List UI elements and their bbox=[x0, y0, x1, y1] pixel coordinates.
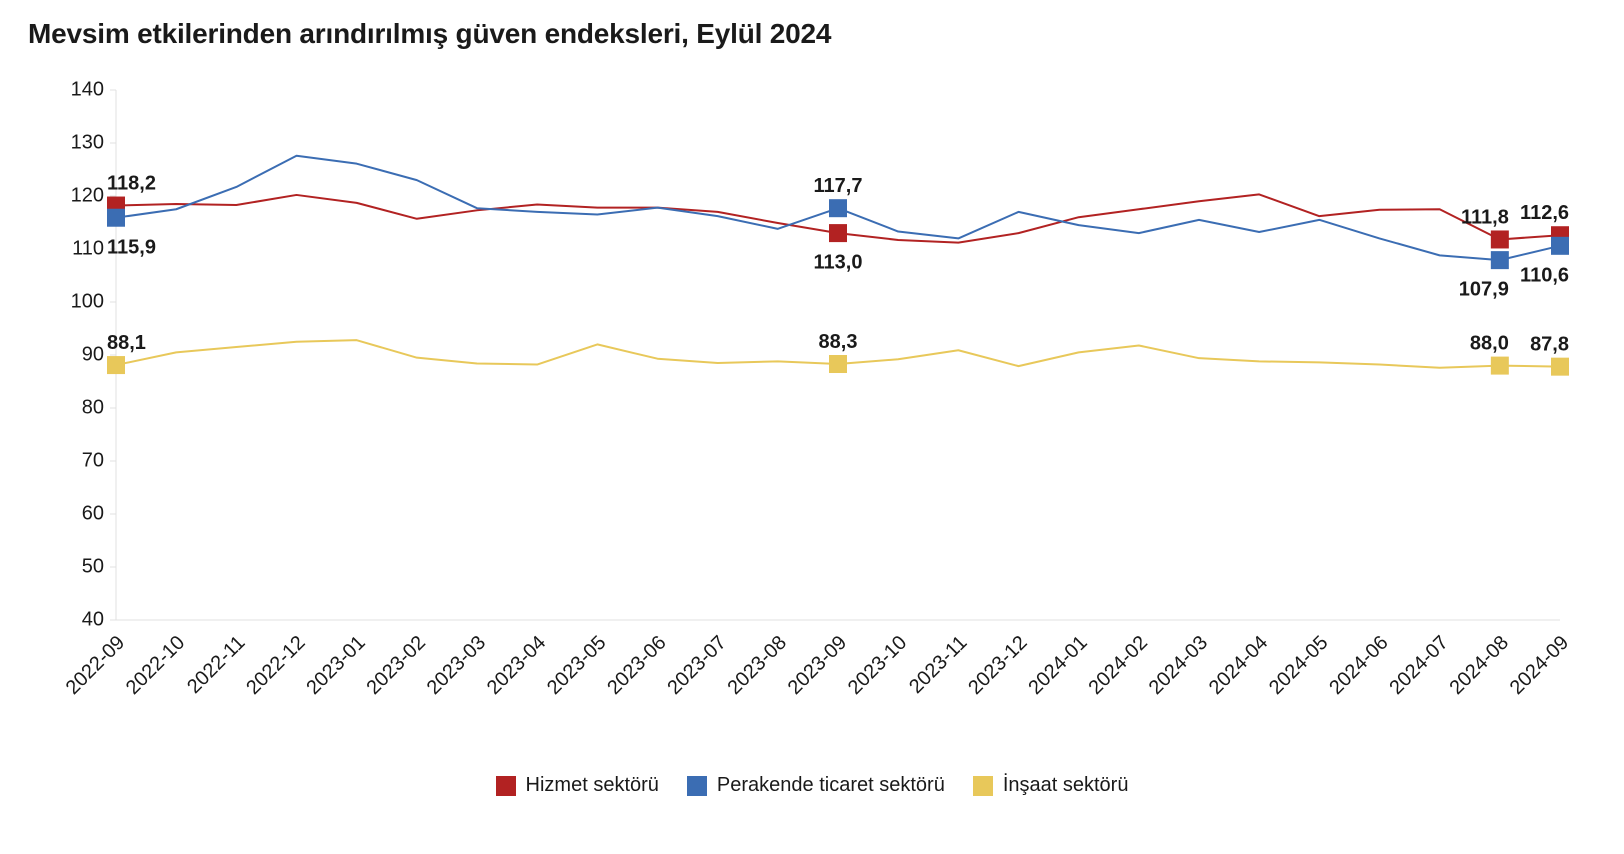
x-tick-label: 2024-08 bbox=[1446, 632, 1513, 699]
legend-item: Hizmet sektörü bbox=[496, 774, 659, 797]
x-tick-label: 2023-11 bbox=[905, 632, 971, 698]
legend-swatch bbox=[973, 776, 993, 796]
value-annotation: 112,6 bbox=[1520, 202, 1569, 224]
value-annotation: 111,8 bbox=[1461, 206, 1509, 228]
y-tick-label: 110 bbox=[72, 237, 104, 259]
x-tick-label: 2022-11 bbox=[183, 632, 249, 698]
legend-item: Perakende ticaret sektörü bbox=[687, 774, 945, 797]
y-tick-label: 100 bbox=[71, 290, 104, 312]
value-annotation: 110,6 bbox=[1520, 264, 1569, 286]
legend-label: Perakende ticaret sektörü bbox=[717, 774, 945, 797]
x-tick-label: 2024-06 bbox=[1325, 632, 1392, 699]
x-tick-label: 2023-07 bbox=[663, 632, 730, 699]
legend-label: İnşaat sektörü bbox=[1003, 774, 1129, 797]
y-tick-label: 140 bbox=[71, 78, 104, 100]
x-tick-label: 2024-07 bbox=[1385, 632, 1452, 699]
x-tick-label: 2024-01 bbox=[1024, 632, 1091, 699]
confidence-line-chart: 4050607080901001101201301402022-092022-1… bbox=[28, 50, 1596, 770]
y-tick-label: 40 bbox=[82, 608, 104, 630]
value-annotation: 88,1 bbox=[107, 332, 146, 354]
x-tick-label: 2023-06 bbox=[603, 632, 670, 699]
y-tick-label: 50 bbox=[82, 555, 104, 577]
y-tick-label: 120 bbox=[71, 184, 104, 206]
x-tick-label: 2023-10 bbox=[844, 632, 911, 699]
x-tick-label: 2024-09 bbox=[1506, 632, 1573, 699]
chart-legend: Hizmet sektörü Perakende ticaret sektörü İ… bbox=[28, 774, 1596, 797]
x-tick-label: 2024-02 bbox=[1085, 632, 1152, 699]
x-tick-label: 2023-05 bbox=[543, 632, 610, 699]
x-tick-label: 2023-09 bbox=[784, 632, 851, 699]
series-marker-perakende bbox=[1551, 237, 1569, 255]
x-tick-label: 2022-12 bbox=[242, 632, 309, 699]
series-marker-insaat bbox=[107, 356, 125, 374]
x-tick-label: 2023-03 bbox=[423, 632, 490, 699]
value-annotation: 87,8 bbox=[1530, 334, 1569, 356]
value-annotation: 113,0 bbox=[814, 252, 863, 274]
x-tick-label: 2024-04 bbox=[1205, 632, 1272, 699]
series-marker-insaat bbox=[1551, 358, 1569, 376]
y-tick-label: 90 bbox=[82, 343, 104, 365]
y-tick-label: 130 bbox=[71, 131, 104, 153]
series-marker-insaat bbox=[1491, 357, 1509, 375]
value-annotation: 118,2 bbox=[107, 173, 156, 195]
x-tick-label: 2023-02 bbox=[363, 632, 430, 699]
legend-swatch bbox=[496, 776, 516, 796]
x-tick-label: 2024-03 bbox=[1145, 632, 1212, 699]
x-tick-label: 2024-05 bbox=[1265, 632, 1332, 699]
series-marker-hizmet bbox=[829, 224, 847, 242]
legend-swatch bbox=[687, 776, 707, 796]
series-marker-perakende bbox=[1491, 251, 1509, 269]
chart-title: Mevsim etkilerinden arındırılmış güven e… bbox=[28, 18, 1596, 50]
x-tick-label: 2023-08 bbox=[724, 632, 791, 699]
legend-item: İnşaat sektörü bbox=[973, 774, 1129, 797]
series-marker-insaat bbox=[829, 355, 847, 373]
x-tick-label: 2022-10 bbox=[122, 632, 189, 699]
x-tick-label: 2022-09 bbox=[62, 632, 129, 699]
y-tick-label: 80 bbox=[82, 396, 104, 418]
series-marker-perakende bbox=[107, 209, 125, 227]
value-annotation: 117,7 bbox=[814, 175, 863, 197]
value-annotation: 88,0 bbox=[1470, 333, 1509, 355]
y-tick-label: 70 bbox=[82, 449, 104, 471]
series-marker-hizmet bbox=[1491, 230, 1509, 248]
value-annotation: 88,3 bbox=[819, 331, 858, 353]
series-marker-perakende bbox=[829, 199, 847, 217]
y-tick-label: 60 bbox=[82, 502, 104, 524]
value-annotation: 107,9 bbox=[1459, 279, 1509, 301]
legend-label: Hizmet sektörü bbox=[526, 774, 659, 797]
value-annotation: 115,9 bbox=[107, 236, 156, 258]
x-tick-label: 2023-12 bbox=[964, 632, 1031, 699]
x-tick-label: 2023-04 bbox=[483, 632, 550, 699]
x-tick-label: 2023-01 bbox=[302, 632, 369, 699]
